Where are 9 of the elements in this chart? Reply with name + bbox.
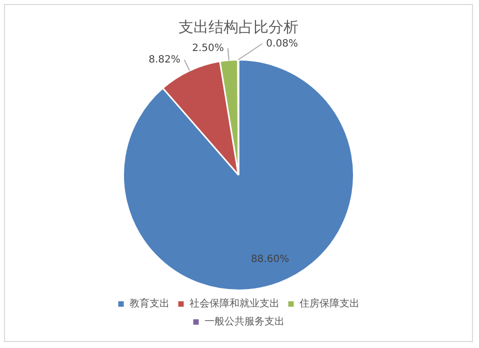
legend-label: 住房保障支出 [300,298,360,310]
legend-label: 教育支出 [130,298,170,310]
data-label: 2.50% [192,42,224,54]
legend-label: 社会保障和就业支出 [190,298,280,310]
chart-title: 支出结构占比分析 [178,18,298,36]
data-label: 8.82% [148,54,180,66]
legend-label: 一般公共服务支出 [204,316,284,328]
data-label: 0.08% [266,38,298,50]
data-label: 88.60% [250,254,290,265]
